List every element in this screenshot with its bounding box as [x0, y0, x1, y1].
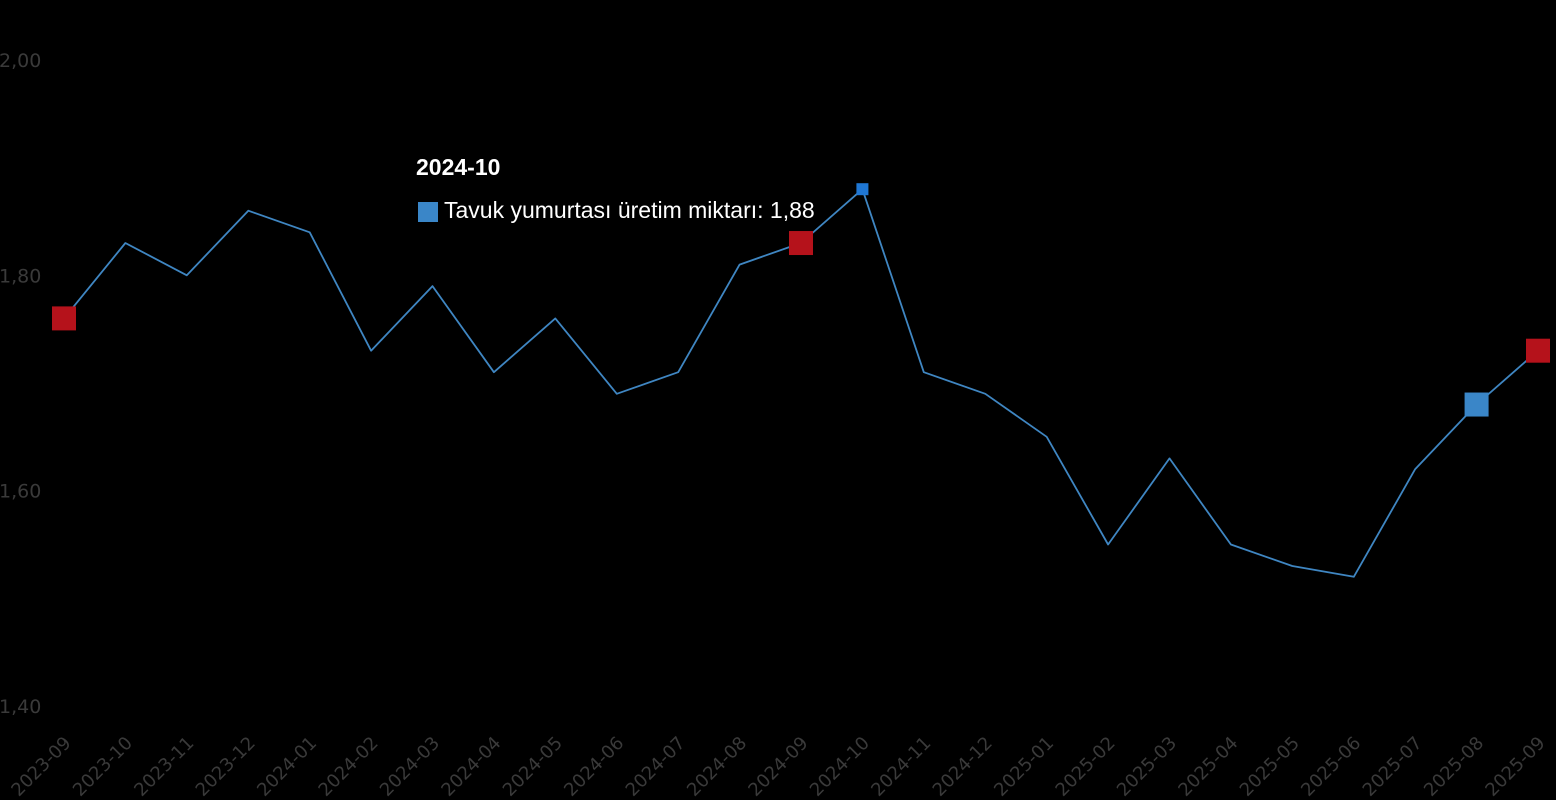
y-tick-label: 1,60 — [0, 481, 41, 503]
x-tick-label: 2024-04 — [437, 733, 505, 800]
y-axis: 1,40 1,60 1,80 2,00 — [0, 50, 41, 718]
x-tick-label: 2025-06 — [1297, 733, 1365, 800]
x-tick-label: 2024-11 — [867, 733, 935, 800]
x-tick-label: 2023-11 — [130, 733, 198, 800]
y-tick-label: 1,40 — [0, 696, 41, 718]
x-tick-label: 2025-02 — [1052, 733, 1120, 800]
x-tick-label: 2025-04 — [1174, 733, 1242, 800]
x-tick-label: 2025-01 — [990, 733, 1058, 800]
x-tick-label: 2025-09 — [1481, 733, 1549, 800]
x-tick-label: 2024-09 — [744, 733, 812, 800]
x-axis: 2023-092023-102023-112023-122024-012024-… — [7, 733, 1549, 800]
x-tick-label: 2023-09 — [7, 733, 75, 800]
y-tick-label: 1,80 — [0, 265, 41, 287]
x-tick-label: 2025-05 — [1236, 733, 1304, 800]
tooltip: 2024-10 Tavuk yumurtası üretim miktarı: … — [416, 154, 815, 223]
tooltip-swatch — [418, 202, 438, 222]
highlight-marker — [789, 231, 813, 256]
marker-layer — [52, 183, 1550, 417]
x-tick-label: 2025-07 — [1359, 733, 1427, 800]
x-tick-label: 2024-10 — [806, 733, 874, 800]
active-point-marker[interactable] — [856, 183, 869, 196]
tooltip-separator: : — [757, 197, 770, 223]
x-tick-label: 2024-08 — [683, 733, 751, 800]
y-tick-label: 2,00 — [0, 50, 41, 72]
tooltip-value: 1,88 — [770, 197, 815, 223]
x-tick-label: 2025-03 — [1113, 733, 1181, 800]
tooltip-series-value: Tavuk yumurtası üretim miktarı: 1,88 — [444, 197, 815, 223]
highlight-marker — [1526, 338, 1550, 363]
x-tick-label: 2024-02 — [315, 733, 383, 800]
x-tick-label: 2024-12 — [929, 733, 997, 800]
x-tick-label: 2024-03 — [376, 733, 444, 800]
x-tick-label: 2025-08 — [1420, 733, 1488, 800]
highlight-marker — [52, 306, 76, 331]
tooltip-series-label: Tavuk yumurtası üretim miktarı — [444, 197, 757, 223]
x-tick-label: 2023-12 — [192, 733, 260, 800]
tooltip-title: 2024-10 — [416, 154, 500, 180]
highlight-marker — [1464, 392, 1489, 417]
x-tick-label: 2024-06 — [560, 733, 628, 800]
x-tick-label: 2023-10 — [69, 733, 137, 800]
x-tick-label: 2024-05 — [499, 733, 567, 800]
x-tick-label: 2024-01 — [253, 733, 321, 800]
x-tick-label: 2024-07 — [622, 733, 690, 800]
